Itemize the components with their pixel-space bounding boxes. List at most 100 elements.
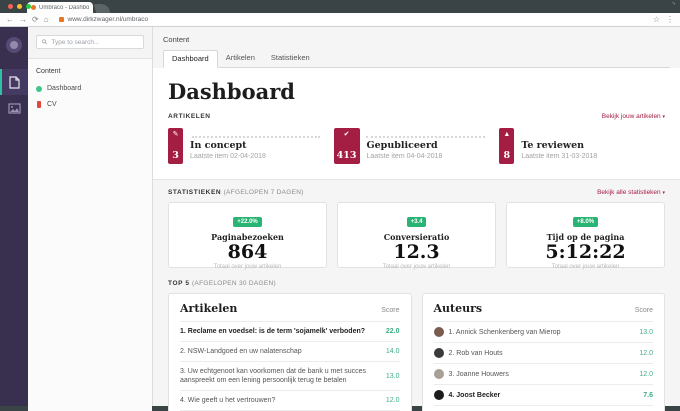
stat-subtitle: Totaal over jouw artikelen bbox=[382, 264, 451, 270]
stat-subtitle: Totaal over jouw artikelen bbox=[213, 264, 282, 270]
dashboard-node-icon bbox=[36, 85, 42, 92]
author-avatar bbox=[433, 369, 444, 379]
stat-subtitle: Totaal over jouw artikelen bbox=[551, 264, 620, 270]
rail-item-content[interactable] bbox=[0, 69, 28, 95]
author-row[interactable]: 3. Joanne Houwers 12.0 bbox=[433, 363, 653, 384]
status-title: In concept bbox=[190, 140, 247, 151]
content-tree-panel: Content Dashboard CV bbox=[28, 27, 153, 411]
score-value: 12.0 bbox=[385, 397, 400, 404]
tab-dashboard[interactable]: Dashboard bbox=[163, 50, 218, 68]
author-avatar bbox=[433, 390, 444, 400]
traffic-lights bbox=[8, 4, 31, 9]
status-title: Te reviewen bbox=[521, 140, 585, 151]
stat-title: Conversieratio bbox=[383, 232, 450, 242]
section-rail bbox=[0, 27, 28, 406]
search-icon bbox=[42, 39, 48, 45]
view-articles-link[interactable]: Bekijk jouw artikelen ▾ bbox=[601, 113, 665, 120]
article-row[interactable]: 4. Wie geeft u het vertrouwen? 12.0 bbox=[180, 390, 400, 410]
stat-title: Tijd op de pagina bbox=[546, 232, 625, 242]
status-subtitle: Laatste item 04-04-2018 bbox=[366, 153, 443, 160]
trend-badge: +8.0% bbox=[572, 217, 599, 227]
status-count: 3 bbox=[172, 150, 179, 161]
tab-title: Umbraco - Dashboard bbox=[39, 4, 89, 11]
media-image-icon bbox=[7, 102, 21, 114]
score-value: 13.0 bbox=[639, 328, 653, 336]
score-value: 14.0 bbox=[385, 348, 400, 355]
score-value: 7.6 bbox=[643, 391, 653, 399]
back-icon[interactable]: ← bbox=[6, 14, 14, 24]
top5-articles-card: Artikelen Score 1. Reclame en voedsel: i… bbox=[168, 293, 412, 411]
rail-item-media[interactable] bbox=[0, 95, 28, 121]
stats-section-label: Statistieken (afgelopen 7 dagen) bbox=[168, 189, 304, 196]
zoom-window-button[interactable] bbox=[26, 4, 31, 9]
tab-statistieken[interactable]: Statistieken bbox=[270, 53, 310, 62]
author-row[interactable]: 1. Annick Schenkenberg van Mierop 13.0 bbox=[433, 321, 653, 342]
address-bar[interactable]: www.dirkzwager.nl/umbraco bbox=[53, 14, 648, 25]
view-stats-link[interactable]: Bekijk alle statistieken ▾ bbox=[597, 189, 665, 196]
stat-card-conversieratio: +3.4 Conversieratio 12.3 Totaal over jou… bbox=[337, 202, 496, 270]
stat-value: 5:12:22 bbox=[545, 241, 626, 263]
status-gepubliceerd[interactable]: ✔ 413 Gepubliceerd Laatste item 04-04-20… bbox=[333, 128, 500, 170]
fullscreen-icon[interactable]: ⌝ bbox=[671, 3, 675, 10]
author-avatar bbox=[433, 327, 444, 337]
article-row[interactable]: 1. Reclame en voedsel: is de term 'sojam… bbox=[180, 321, 400, 341]
status-count: 8 bbox=[503, 150, 511, 161]
refresh-icon[interactable]: ⟳ bbox=[32, 14, 39, 24]
browser-menu-icon[interactable]: ⋮ bbox=[666, 14, 674, 24]
browser-tab[interactable]: Umbraco - Dashboard bbox=[27, 2, 93, 13]
table-title: Artikelen bbox=[180, 302, 238, 315]
trend-badge: +3.4 bbox=[406, 217, 427, 227]
close-window-button[interactable] bbox=[8, 4, 13, 9]
top5-section-label: Top 5 (afgelopen 30 dagen) bbox=[168, 280, 276, 287]
stat-title: Paginabezoeken bbox=[211, 232, 284, 242]
status-badge: ▲ 8 bbox=[499, 128, 515, 164]
warning-icon: ▲ bbox=[503, 131, 511, 138]
tree-item-dashboard[interactable]: Dashboard bbox=[36, 85, 144, 92]
forward-icon[interactable]: → bbox=[19, 14, 27, 24]
minimize-window-button[interactable] bbox=[17, 4, 22, 9]
user-avatar[interactable] bbox=[6, 37, 22, 53]
content-tabs: Dashboard Artikelen Statistieken bbox=[163, 50, 670, 68]
url-text: www.dirkzwager.nl/umbraco bbox=[67, 16, 149, 23]
tree-search-box[interactable] bbox=[36, 35, 144, 49]
chevron-down-icon: ▾ bbox=[662, 114, 665, 120]
article-row[interactable]: 2. NSW-Landgoed en uw nalatenschap 14.0 bbox=[180, 341, 400, 361]
stat-value: 864 bbox=[227, 241, 268, 263]
document-icon bbox=[8, 75, 20, 89]
tab-artikelen[interactable]: Artikelen bbox=[225, 53, 255, 62]
main-header: Content Dashboard Artikelen Statistieken bbox=[153, 27, 680, 68]
dotted-connector bbox=[365, 136, 486, 138]
status-subtitle: Laatste item 02-04-2018 bbox=[190, 153, 266, 160]
status-te-reviewen[interactable]: ▲ 8 Te reviewen Laatste item 31-03-2018 bbox=[499, 128, 665, 170]
articles-section-label: Artikelen bbox=[168, 113, 211, 120]
main-panel: Content Dashboard Artikelen Statistieken… bbox=[153, 27, 680, 411]
author-row[interactable]: 5. Dirkzwager 7.3 bbox=[433, 405, 653, 411]
status-in-concept[interactable]: ✎ 3 In concept Laatste item 02-04-2018 bbox=[168, 128, 334, 170]
score-column-header: Score bbox=[381, 307, 400, 314]
author-row[interactable]: 4. Joost Becker 7.6 bbox=[433, 384, 653, 405]
browser-tab-strip: Umbraco - Dashboard ⌝ bbox=[0, 0, 680, 13]
tree-item-cv[interactable]: CV bbox=[36, 101, 144, 108]
article-row[interactable]: 3. Uw echtgenoot kan voorkomen dat de ba… bbox=[180, 361, 400, 390]
check-icon: ✔ bbox=[343, 131, 350, 138]
score-value: 12.0 bbox=[639, 349, 653, 357]
breadcrumb: Content bbox=[163, 35, 190, 44]
stat-card-tijd-op-pagina: +8.0% Tijd op de pagina 5:12:22 Totaal o… bbox=[506, 202, 665, 270]
score-value: 22.0 bbox=[385, 328, 400, 335]
site-favicon bbox=[58, 17, 64, 22]
article-status-row: ✎ 3 In concept Laatste item 02-04-2018 ✔… bbox=[168, 128, 665, 170]
trend-badge: +22.0% bbox=[233, 217, 262, 227]
stat-value: 12.3 bbox=[393, 241, 440, 263]
score-value: 12.0 bbox=[639, 370, 653, 378]
new-tab-button[interactable] bbox=[93, 4, 111, 13]
dotted-connector bbox=[192, 136, 320, 138]
home-icon[interactable]: ⌂ bbox=[43, 14, 49, 24]
cv-node-icon bbox=[37, 101, 41, 108]
bookmark-star-icon[interactable]: ☆ bbox=[652, 14, 660, 24]
author-row[interactable]: 2. Rob van Houts 12.0 bbox=[433, 342, 653, 363]
search-input[interactable] bbox=[51, 38, 138, 46]
status-badge: ✔ 413 bbox=[333, 128, 360, 164]
score-column-header: Score bbox=[634, 307, 653, 314]
browser-toolbar: ← → ⟳ ⌂ www.dirkzwager.nl/umbraco ☆ ⋮ bbox=[0, 13, 680, 27]
tree-section-label: Content bbox=[36, 68, 61, 75]
